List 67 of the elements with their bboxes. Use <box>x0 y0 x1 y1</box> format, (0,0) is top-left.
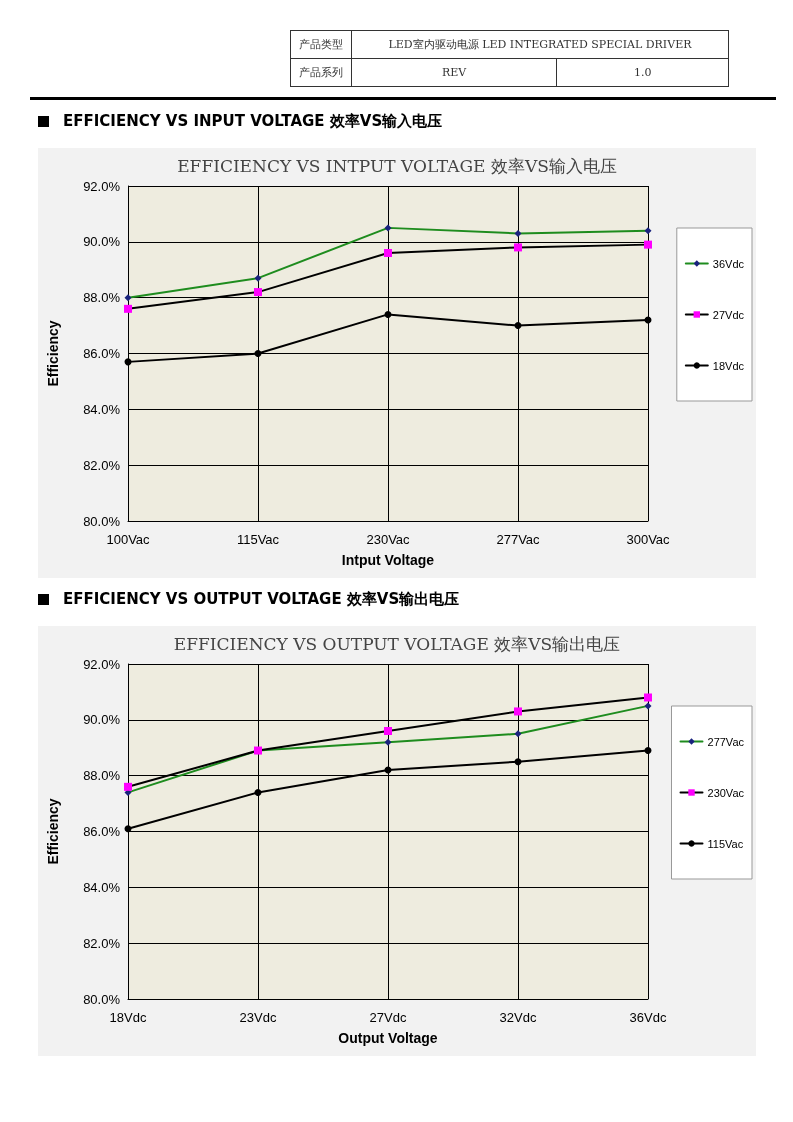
y-tick-label: 90.0% <box>83 234 121 250</box>
point <box>124 294 132 302</box>
point <box>384 727 392 735</box>
text: 1.0 <box>556 58 729 87</box>
y-tick-label: 92.0% <box>83 656 121 672</box>
y-tick-label: 84.0% <box>83 879 121 895</box>
x-tick-label: 23Vdc <box>239 1010 277 1025</box>
y-tick-label: 82.0% <box>83 457 121 473</box>
point <box>644 227 652 235</box>
x-axis-title: Intput Voltage <box>341 552 435 568</box>
point <box>124 782 132 791</box>
point <box>514 758 522 766</box>
text: 产品系列 <box>290 58 352 87</box>
y-tick-label: 92.0% <box>83 178 121 194</box>
point <box>254 788 262 796</box>
y-tick-label: 80.0% <box>83 513 121 529</box>
y-tick-label: 82.0% <box>83 935 121 951</box>
legend-label: 230Vac <box>707 786 745 799</box>
chart-subtitle: EFFICIENCY VS INPUT VOLTAGE 效率VS输入电压 <box>63 112 443 131</box>
point <box>514 243 522 252</box>
point <box>644 747 652 755</box>
x-tick-label: 27Vdc <box>369 1010 407 1025</box>
y-tick-label: 80.0% <box>83 991 121 1007</box>
legend-label: 18Vdc <box>712 359 745 372</box>
point <box>254 288 262 297</box>
legend-label: 277Vac <box>707 735 745 748</box>
x-tick-label: 300Vac <box>626 532 671 547</box>
text: LED室内驱动电源 LED INTEGRATED SPECIAL DRIVER <box>351 30 729 59</box>
point <box>384 310 392 318</box>
chart-title: EFFICIENCY VS OUTPUT VOLTAGE 效率VS输出电压 <box>173 633 621 654</box>
chart-subtitle: EFFICIENCY VS OUTPUT VOLTAGE 效率VS输出电压 <box>63 590 460 609</box>
x-axis-title: Output Voltage <box>338 1030 438 1046</box>
y-tick-label: 88.0% <box>83 768 121 784</box>
x-tick-label: 18Vdc <box>109 1010 147 1025</box>
point <box>514 229 522 237</box>
point <box>254 350 262 357</box>
point <box>514 322 522 330</box>
legend-label: 115Vac <box>707 837 744 850</box>
x-tick-label: 277Vac <box>496 532 541 547</box>
y-axis-title: Efficiency <box>45 320 61 387</box>
point <box>384 249 392 257</box>
x-tick-label: 32Vdc <box>499 1010 537 1025</box>
x-tick-label: 230Vac <box>366 532 411 547</box>
y-tick-label: 86.0% <box>83 824 121 839</box>
point <box>644 693 652 702</box>
legend-label: 27Vdc <box>712 308 745 321</box>
point <box>254 274 262 282</box>
chart-title: EFFICIENCY VS INTPUT VOLTAGE 效率VS输入电压 <box>177 155 617 176</box>
x-tick-label: 100Vac <box>106 532 151 547</box>
point <box>384 738 392 746</box>
point <box>124 825 132 833</box>
x-tick-label: 36Vdc <box>629 1010 667 1025</box>
point <box>384 224 392 232</box>
text: REV <box>351 58 557 87</box>
point <box>514 730 522 738</box>
legend-label: 36Vdc <box>712 257 745 270</box>
point <box>124 304 132 313</box>
y-tick-label: 86.0% <box>83 346 121 361</box>
y-tick-label: 90.0% <box>83 712 121 728</box>
y-axis-title: Efficiency <box>45 798 61 865</box>
point <box>644 702 652 710</box>
x-tick-label: 115Vac <box>236 532 280 547</box>
y-tick-label: 88.0% <box>83 290 121 306</box>
point <box>514 707 522 716</box>
point <box>644 240 652 249</box>
y-tick-label: 84.0% <box>83 401 121 417</box>
text: 产品类型 <box>290 30 352 59</box>
